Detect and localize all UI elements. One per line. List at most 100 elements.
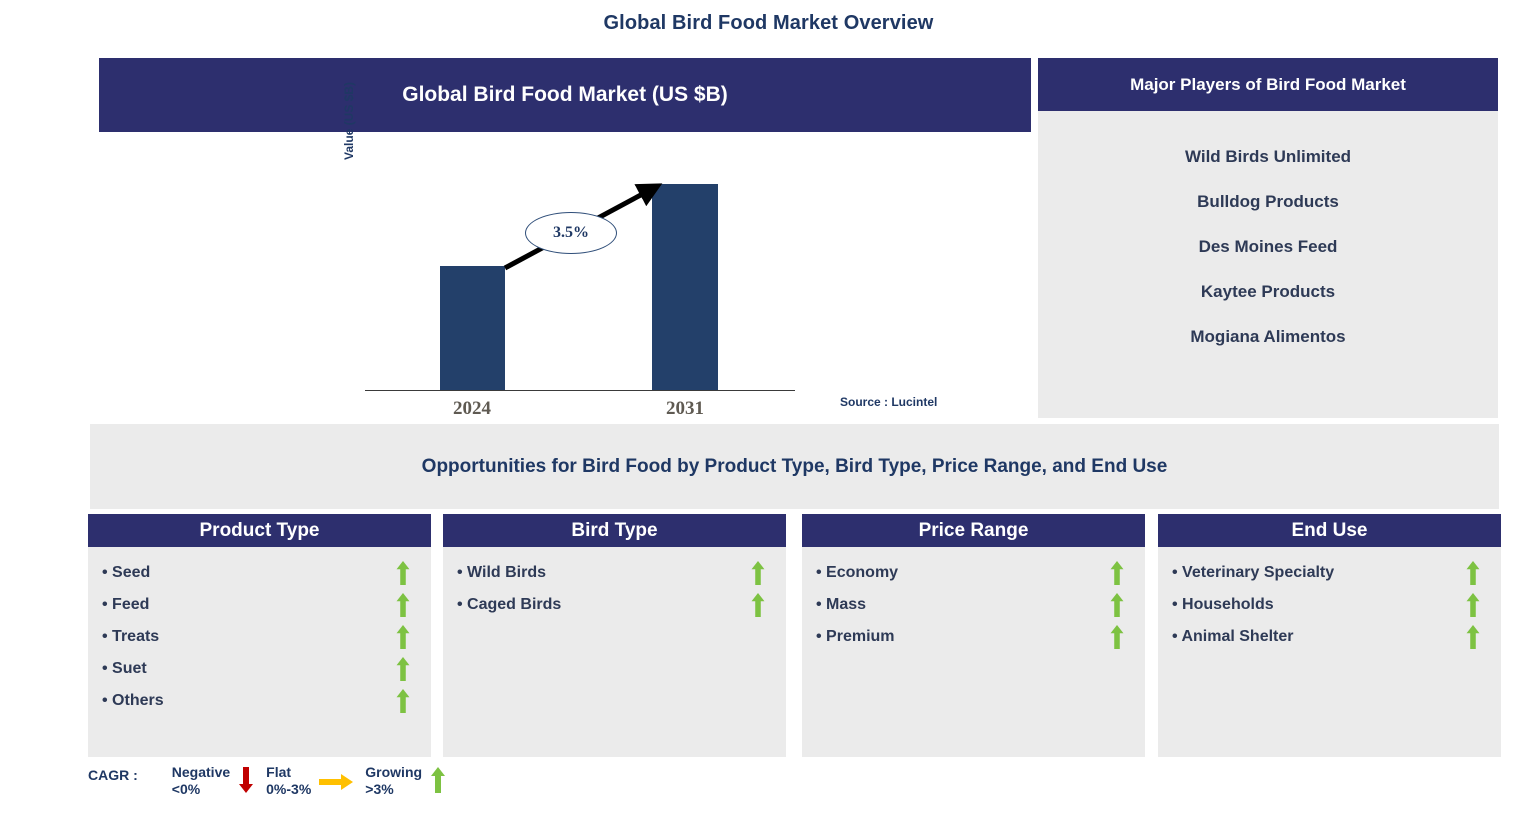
cagr-legend-range: <0% <box>171 781 201 797</box>
chart-y-axis-label: Value (US $B) <box>342 81 356 160</box>
cagr-legend-item: Growing >3% <box>365 764 446 798</box>
cagr-legend-range: >3% <box>365 781 394 797</box>
cagr-legend-item: Negative <0% <box>172 764 254 798</box>
major-player-item: Kaytee Products <box>1200 282 1336 301</box>
category-header: End Use <box>1158 514 1501 547</box>
bar-2031 <box>652 184 718 390</box>
arrow-up-icon <box>396 657 410 681</box>
category-item-label: • Veterinary Specialty <box>1172 564 1335 581</box>
cagr-legend-text: Negative <0% <box>172 764 230 798</box>
category-item-label: • Mass <box>816 596 867 613</box>
category-item-row: • Households <box>1158 589 1501 621</box>
category-item-row: • Treats <box>88 621 431 653</box>
cagr-bubble: 3.5% <box>525 212 617 254</box>
arrow-up-icon <box>1466 593 1480 617</box>
cagr-legend-items: Negative <0% Flat 0%-3% Growing >3% <box>172 764 458 798</box>
arrow-up-icon <box>396 561 410 585</box>
arrow-up-icon <box>1110 593 1124 617</box>
cagr-legend-label: Growing <box>365 764 423 780</box>
bar-2024 <box>440 266 505 390</box>
category-column-product-type: Product Type • Seed • Feed • Treats • Suet •… <box>88 514 431 757</box>
market-chart-panel: Global Bird Food Market (US $B) <box>99 58 1031 418</box>
cagr-legend-text: Flat 0%-3% <box>266 764 311 798</box>
trend-growing-icon <box>750 561 766 585</box>
arrow-down-icon <box>239 767 254 793</box>
category-item-label: • Feed <box>102 596 150 613</box>
cagr-bubble-value: 3.5% <box>553 224 589 241</box>
trend-growing-icon <box>1109 593 1125 617</box>
trend-growing-icon <box>1109 561 1125 585</box>
major-player-item: Mogiana Alimentos <box>1190 327 1346 346</box>
category-item-label: • Animal Shelter <box>1172 628 1294 645</box>
trend-growing-icon <box>1465 625 1481 649</box>
category-item-row: • Economy <box>802 557 1145 589</box>
chart-x-axis-line <box>365 390 795 391</box>
cagr-legend-range: 0%-3% <box>266 781 312 797</box>
category-item-row: • Veterinary Specialty <box>1158 557 1501 589</box>
cagr-legend-text: Growing >3% <box>365 764 422 798</box>
page-title: Global Bird Food Market Overview <box>603 12 934 34</box>
category-header: Price Range <box>802 514 1145 547</box>
category-item-label: • Suet <box>102 660 147 677</box>
category-column-bird-type: Bird Type • Wild Birds • Caged Birds <box>443 514 786 757</box>
cagr-legend: CAGR : Negative <0% Flat 0%-3% Growing >3% <box>88 764 458 798</box>
trend-growing-icon <box>750 593 766 617</box>
trend-growing-icon <box>395 593 411 617</box>
category-item-row: • Feed <box>88 589 431 621</box>
category-item-row: • Mass <box>802 589 1145 621</box>
major-players-title: Major Players of Bird Food Market <box>1038 58 1498 111</box>
arrow-up-icon <box>431 767 446 793</box>
trend-growing-icon <box>1109 625 1125 649</box>
arrow-right-icon <box>311 764 354 790</box>
trend-growing-icon <box>395 625 411 649</box>
category-item-row: • Premium <box>802 621 1145 653</box>
arrow-up-icon <box>396 625 410 649</box>
arrow-down-icon <box>230 764 254 794</box>
bar-label-2031: 2031 <box>666 398 704 419</box>
chart-panel-title: Global Bird Food Market (US $B) <box>99 58 1031 132</box>
category-item-label: • Treats <box>102 628 160 645</box>
category-items: • Economy • Mass • Premium <box>802 547 1145 757</box>
category-items: • Wild Birds • Caged Birds <box>443 547 786 757</box>
major-player-item: Wild Birds Unlimited <box>1184 147 1352 166</box>
category-column-end-use: End Use • Veterinary Specialty • Househol… <box>1158 514 1501 757</box>
category-item-row: • Suet <box>88 653 431 685</box>
trend-growing-icon <box>1465 593 1481 617</box>
category-item-label: • Others <box>102 692 164 709</box>
arrow-up-icon <box>1110 625 1124 649</box>
arrow-up-icon <box>1466 625 1480 649</box>
trend-growing-icon <box>395 657 411 681</box>
category-item-label: • Caged Birds <box>457 596 562 613</box>
trend-growing-icon <box>395 561 411 585</box>
cagr-legend-label: Negative <box>171 764 231 780</box>
chart-source-label: Source : Lucintel <box>840 395 938 409</box>
category-column-price-range: Price Range • Economy • Mass • Premium <box>802 514 1145 757</box>
arrow-up-icon <box>422 764 446 794</box>
arrow-right-icon <box>319 774 354 790</box>
arrow-up-icon <box>1466 561 1480 585</box>
category-item-row: • Seed <box>88 557 431 589</box>
opportunities-banner-text: Opportunities for Bird Food by Product T… <box>421 455 1168 477</box>
trend-growing-icon <box>1465 561 1481 585</box>
category-item-label: • Economy <box>816 564 899 581</box>
arrow-up-icon <box>396 593 410 617</box>
arrow-up-icon <box>751 593 765 617</box>
category-item-row: • Others <box>88 685 431 717</box>
opportunities-banner: Opportunities for Bird Food by Product T… <box>90 424 1499 509</box>
category-items: • Veterinary Specialty • Households • Anim… <box>1158 547 1501 757</box>
category-item-row: • Animal Shelter <box>1158 621 1501 653</box>
bar-label-2024: 2024 <box>453 398 491 419</box>
major-players-list: Wild Birds Unlimited Bulldog Products Des … <box>1038 111 1498 360</box>
arrow-up-icon <box>751 561 765 585</box>
category-item-row: • Caged Birds <box>443 589 786 621</box>
category-item-label: • Premium <box>816 628 895 645</box>
category-item-label: • Seed <box>102 564 151 581</box>
category-item-label: • Households <box>1172 596 1274 613</box>
category-item-row: • Wild Birds <box>443 557 786 589</box>
category-item-label: • Wild Birds <box>457 564 547 581</box>
major-players-panel: Major Players of Bird Food Market Wild B… <box>1038 58 1498 418</box>
cagr-legend-title: CAGR : <box>88 767 138 783</box>
arrow-up-icon <box>396 689 410 713</box>
category-header: Bird Type <box>443 514 786 547</box>
category-header: Product Type <box>88 514 431 547</box>
